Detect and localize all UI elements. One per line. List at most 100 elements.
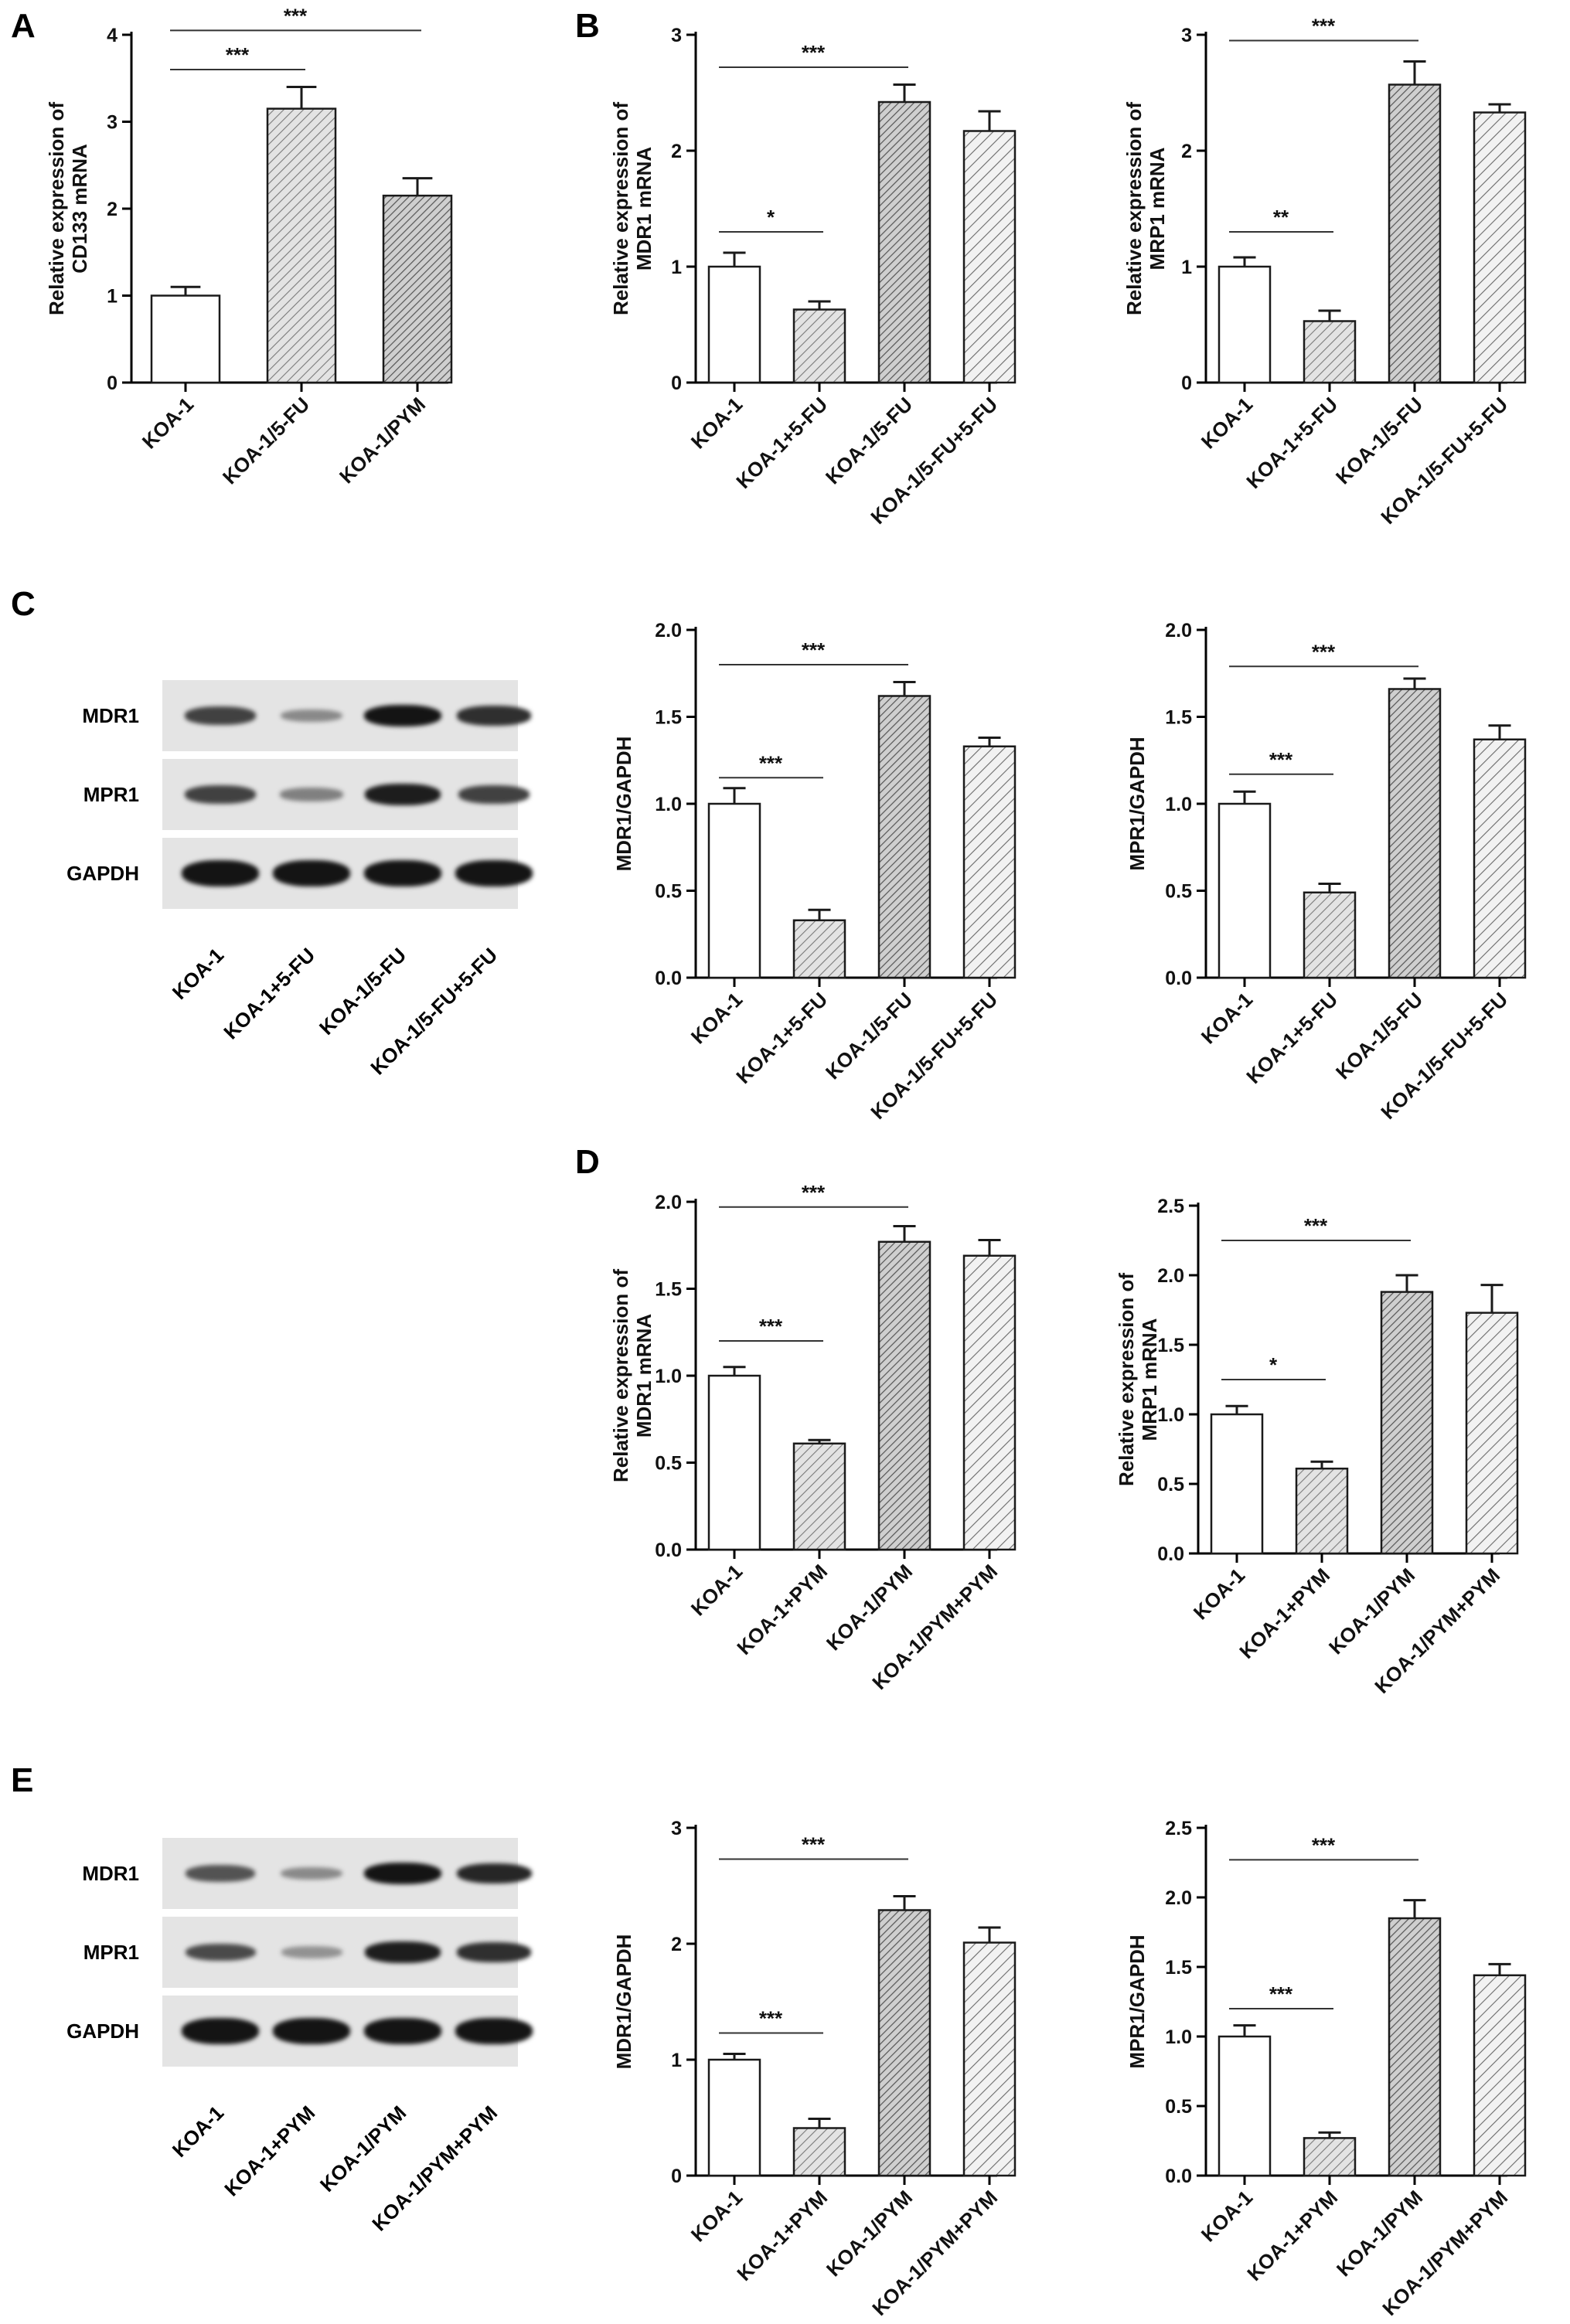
bar xyxy=(707,2058,761,2177)
bar xyxy=(1465,1312,1519,1555)
significance-label: *** xyxy=(1269,1982,1293,2006)
blot-band xyxy=(455,860,533,886)
y-tick-label: 0.0 xyxy=(1165,968,1192,989)
blot-row-label: MPR1 xyxy=(83,783,139,806)
blot-band xyxy=(273,860,350,886)
x-tick-label: KOA-1/5-FU xyxy=(1331,988,1427,1084)
significance-label: *** xyxy=(802,41,826,64)
bar xyxy=(877,695,931,979)
significance-label: *** xyxy=(802,638,826,662)
blot-band xyxy=(456,1863,532,1884)
blot-lane-label: KOA-1/5-FU xyxy=(314,943,411,1040)
y-tick-label: 1.0 xyxy=(1165,794,1192,815)
blot-band xyxy=(455,2018,533,2044)
y-tick-label: 1 xyxy=(671,2050,682,2071)
bar xyxy=(1380,1291,1434,1555)
y-tick-label: 3 xyxy=(1181,25,1192,46)
bar xyxy=(1218,265,1272,384)
bar xyxy=(150,294,221,384)
panel-letter-b: B xyxy=(575,7,600,45)
y-tick-label: 1.5 xyxy=(655,707,682,729)
bar xyxy=(1303,2137,1357,2177)
chart-c-mpr1-gapdh: MPR1/GAPDH 0.0 0.5 1.0 1.5 2.0 KOA-1KOA-1+5-FU… xyxy=(1126,620,1527,1124)
bar xyxy=(707,802,761,979)
x-tick-label: KOA-1/5-FU xyxy=(821,393,917,488)
blot-band xyxy=(364,1941,441,1963)
significance-label: *** xyxy=(759,751,783,774)
y-axis-label: Relative expression ofMRP1 mRNA xyxy=(1115,1273,1161,1486)
y-tick-label: 4 xyxy=(107,25,117,46)
x-tick-label: KOA-1/PYM xyxy=(1332,2186,1427,2281)
blot-row-label: GAPDH xyxy=(66,862,139,885)
blot-band xyxy=(457,706,531,726)
x-tick-label: KOA-1/5-FU xyxy=(821,988,917,1084)
bar xyxy=(877,1909,931,2177)
chart-a-cd133: Relative expression ofCD133 mRNA 0 1 2 3 4 KOA… xyxy=(45,4,453,488)
y-tick-label: 3 xyxy=(671,1818,682,1839)
blot-lane-label: KOA-1/5-FU+5-FU xyxy=(366,943,502,1080)
significance-label: *** xyxy=(1269,748,1293,771)
bar xyxy=(877,1240,931,1551)
y-tick-label: 0.0 xyxy=(655,1540,682,1561)
blot-lane-label: KOA-1/PYM xyxy=(315,2101,411,2196)
panel-letter-e: E xyxy=(11,1761,34,1799)
y-tick-label: 0 xyxy=(671,373,682,394)
y-tick-label: 1 xyxy=(1181,257,1192,278)
x-tick-label: KOA-1 xyxy=(1197,2186,1257,2246)
x-tick-label: KOA-1 xyxy=(686,988,747,1048)
x-tick-label: KOA-1/PYM xyxy=(822,2186,917,2281)
bar xyxy=(1473,1974,1527,2177)
x-tick-label: KOA-1 xyxy=(1197,393,1257,453)
bar xyxy=(877,100,931,384)
y-tick-label: 1 xyxy=(107,286,117,308)
bar xyxy=(1388,83,1442,384)
y-axis-label: Relative expression ofMDR1 mRNA xyxy=(609,1269,656,1482)
bar xyxy=(962,130,1017,384)
bar xyxy=(792,919,846,979)
western-blot-e: MDR1 MPR1 GAPDH KOA-1 KOA-1+PYM KOA-1/PYM KOA-… xyxy=(46,1838,533,2235)
blot-band xyxy=(184,785,257,804)
y-axis-label: Relative expression ofCD133 mRNA xyxy=(45,102,91,315)
y-tick-label: 2 xyxy=(107,199,117,220)
x-tick-label: KOA-1 xyxy=(686,393,747,453)
x-tick-label: KOA-1+5-FU xyxy=(1241,988,1342,1088)
blot-lane-label: KOA-1/PYM+PYM xyxy=(367,2101,502,2236)
x-tick-label: KOA-1/PYM xyxy=(1324,1564,1419,1659)
y-tick-label: 2.0 xyxy=(655,1192,682,1213)
y-tick-label: 0.0 xyxy=(655,968,682,989)
x-tick-label: KOA-1+PYM xyxy=(1235,1564,1334,1663)
blot-band xyxy=(364,784,441,805)
bar xyxy=(792,1442,846,1551)
y-tick-label: 3 xyxy=(671,25,682,46)
y-axis-label: MPR1/GAPDH xyxy=(1126,737,1149,870)
chart-b-mdr1-mrna: Relative expression ofMDR1 mRNA 0 1 2 3 KOA-1… xyxy=(609,25,1017,529)
blot-row-label: MPR1 xyxy=(83,1941,139,1964)
x-tick-label: KOA-1+5-FU xyxy=(1241,393,1342,493)
blot-band xyxy=(184,706,257,725)
blot-strip xyxy=(162,759,530,830)
blot-lane-label: KOA-1 xyxy=(167,943,229,1004)
panel-letter-d: D xyxy=(575,1143,600,1181)
bar xyxy=(1218,802,1272,979)
y-tick-label: 0 xyxy=(1181,373,1192,394)
bar xyxy=(1388,1917,1442,2177)
significance-label: *** xyxy=(1304,1214,1328,1237)
y-tick-label: 1.0 xyxy=(655,1366,682,1387)
y-tick-label: 2 xyxy=(671,1934,682,1955)
bar xyxy=(1303,320,1357,384)
significance-label: ** xyxy=(1273,206,1289,229)
x-tick-label: KOA-1+PYM xyxy=(732,2186,832,2285)
significance-label: *** xyxy=(759,1315,783,1338)
significance-label: *** xyxy=(1312,1833,1336,1856)
y-tick-label: 0.5 xyxy=(655,1453,682,1475)
panel-letter-c: C xyxy=(11,585,36,623)
bar xyxy=(1473,111,1527,384)
bar xyxy=(1295,1467,1349,1555)
significance-label: * xyxy=(1269,1353,1278,1376)
bar xyxy=(707,1374,761,1551)
y-axis-label: Relative expression ofMRP1 mRNA xyxy=(1122,102,1169,315)
blot-strip xyxy=(162,1838,532,1909)
y-tick-label: 2.5 xyxy=(1157,1196,1184,1217)
x-tick-label: KOA-1/PYM xyxy=(335,393,430,488)
blot-band xyxy=(186,1865,255,1882)
